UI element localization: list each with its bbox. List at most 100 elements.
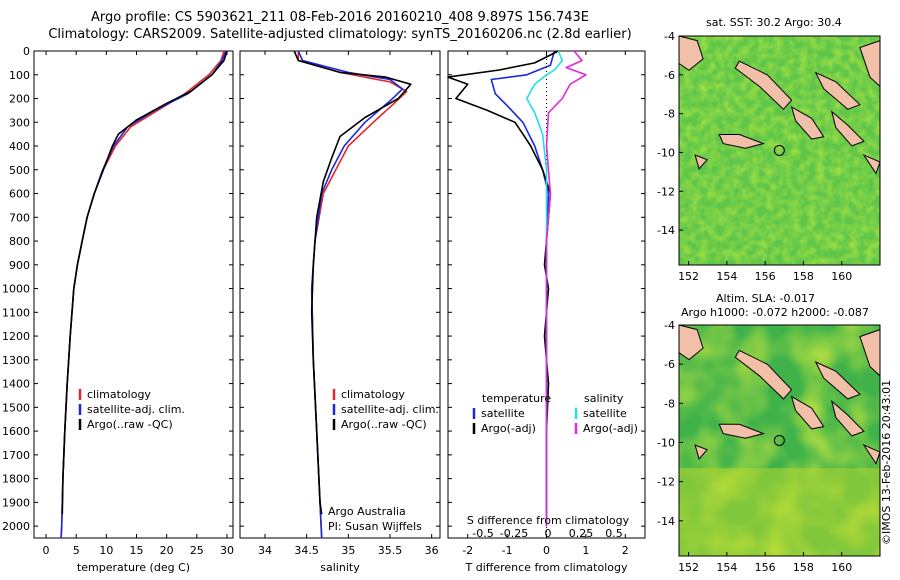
map-y-tick-label: -10 xyxy=(657,436,675,449)
legend-label: satellite-adj. clim. xyxy=(341,403,439,416)
x-tick-label: 1 xyxy=(582,544,589,557)
land-island-8 xyxy=(862,153,881,175)
plot-frame-temperature xyxy=(33,50,234,539)
series-line-satellite-adj-clim- xyxy=(297,50,404,539)
map-x-tick-label: 160 xyxy=(831,270,852,283)
sla-map-title-line1: Altim. SLA: -0.017 xyxy=(716,292,816,305)
x-axis-label-differences: T difference from climatology xyxy=(465,561,628,574)
map-x-tick-label: 158 xyxy=(793,270,814,283)
land-island-1 xyxy=(734,60,793,111)
plot-frame-salinity xyxy=(239,50,441,539)
series-line-s-satellite xyxy=(525,50,564,527)
x-top-tick-label: -0.25 xyxy=(500,527,528,540)
y-tick-label: 500 xyxy=(9,164,30,177)
x-tick-label: 25 xyxy=(190,544,204,557)
x-tick-label: 36 xyxy=(425,544,439,557)
land-island-2 xyxy=(790,395,825,430)
map-y-tick-label: -4 xyxy=(664,319,675,332)
y-tick-label: 1300 xyxy=(2,354,30,367)
legend-label: Argo(..raw -QC) xyxy=(87,418,173,431)
x-top-tick-label: 0.5 xyxy=(605,527,623,540)
annotation-text: PI: Susan Wijffels xyxy=(328,520,422,533)
map-x-tick-label: 156 xyxy=(755,270,776,283)
map-x-tick-label: 158 xyxy=(793,561,814,574)
series-line-t-satellite xyxy=(490,50,556,527)
x-tick-label: 15 xyxy=(130,544,144,557)
map-y-tick-label: -14 xyxy=(657,515,675,528)
map-frame-sst_map xyxy=(678,35,881,266)
x-top-tick-label: -0.5 xyxy=(472,527,493,540)
land-island-0 xyxy=(718,134,766,149)
map-y-tick-label: -10 xyxy=(657,146,675,159)
series-line-climatology xyxy=(297,51,408,539)
land-island-8 xyxy=(862,443,881,465)
land-island-1 xyxy=(734,349,793,400)
y-tick-label: 2000 xyxy=(2,520,30,533)
legend-heading-temperature: temperature xyxy=(482,392,551,405)
map-x-tick-label: 160 xyxy=(831,561,852,574)
x-top-tick-label: 0 xyxy=(545,527,552,540)
series-line-argo-raw-qc- xyxy=(293,50,412,515)
series-line-satellite-adj-clim- xyxy=(60,50,227,539)
x-top-tick-label: 0.25 xyxy=(569,527,594,540)
sla-map-title-line2: Argo h1000: -0.072 h2000: -0.087 xyxy=(681,306,869,319)
map-high-anomaly-band xyxy=(679,468,880,556)
series-line-s-argo-adj- xyxy=(545,50,587,527)
map-x-tick-label: 156 xyxy=(755,561,776,574)
map-x-tick-label: 152 xyxy=(678,270,699,283)
map-y-tick-label: -8 xyxy=(664,397,675,410)
x-axis-label-top: S difference from climatology xyxy=(467,514,630,527)
land-island-0 xyxy=(718,423,766,439)
annotation-text: Argo Australia xyxy=(328,505,406,518)
x-tick-label: -2 xyxy=(462,544,473,557)
legend-label: Argo(-adj) xyxy=(583,422,638,435)
map-y-tick-label: -6 xyxy=(664,69,675,82)
land-island-4 xyxy=(814,71,861,110)
series-line-t-argo-adj- xyxy=(447,50,559,515)
y-tick-label: 800 xyxy=(9,235,30,248)
y-tick-label: 300 xyxy=(9,116,30,129)
y-tick-label: 0 xyxy=(23,45,30,58)
legend-label: Argo(-adj) xyxy=(481,422,536,435)
x-tick-label: 0 xyxy=(543,544,550,557)
map-y-tick-label: -14 xyxy=(657,224,675,237)
x-tick-label: 0 xyxy=(43,544,50,557)
y-tick-label: 400 xyxy=(9,140,30,153)
x-axis-label-temperature: temperature (deg C) xyxy=(77,561,190,574)
y-tick-label: 600 xyxy=(9,188,30,201)
land-island-2 xyxy=(790,105,825,140)
map-y-tick-label: -8 xyxy=(664,108,675,121)
x-tick-label: 10 xyxy=(99,544,113,557)
map-y-tick-label: -12 xyxy=(657,185,675,198)
x-tick-label: 35 xyxy=(341,544,355,557)
y-tick-label: 700 xyxy=(9,211,30,224)
y-tick-label: 1700 xyxy=(2,449,30,462)
y-tick-label: 1600 xyxy=(2,425,30,438)
series-line-climatology xyxy=(60,50,225,539)
figure-title-line2: Climatology: CARS2009. Satellite-adjuste… xyxy=(48,27,632,42)
x-tick-label: 5 xyxy=(73,544,80,557)
legend-label: climatology xyxy=(341,388,405,401)
map-x-tick-label: 154 xyxy=(716,270,737,283)
y-tick-label: 1000 xyxy=(2,283,30,296)
x-tick-label: 34 xyxy=(258,544,272,557)
y-tick-label: 100 xyxy=(9,69,30,82)
map-y-tick-label: -4 xyxy=(664,30,675,43)
map-frame-sla_map xyxy=(678,324,881,557)
y-tick-label: 900 xyxy=(9,259,30,272)
land-island-3 xyxy=(830,399,865,437)
y-tick-label: 1200 xyxy=(2,330,30,343)
y-tick-label: 1500 xyxy=(2,401,30,414)
land-island-4 xyxy=(814,360,861,400)
land-island-7 xyxy=(694,154,708,170)
x-tick-label: 2 xyxy=(622,544,629,557)
legend-heading-salinity: salinity xyxy=(584,392,624,405)
legend-label: Argo(..raw -QC) xyxy=(341,418,427,431)
legend-label: satellite-adj. clim. xyxy=(87,403,185,416)
land-island-3 xyxy=(830,110,865,147)
argo-position-marker xyxy=(773,434,785,446)
y-tick-label: 1900 xyxy=(2,496,30,509)
x-tick-label: 35.5 xyxy=(378,544,403,557)
land-island-7 xyxy=(694,444,708,461)
